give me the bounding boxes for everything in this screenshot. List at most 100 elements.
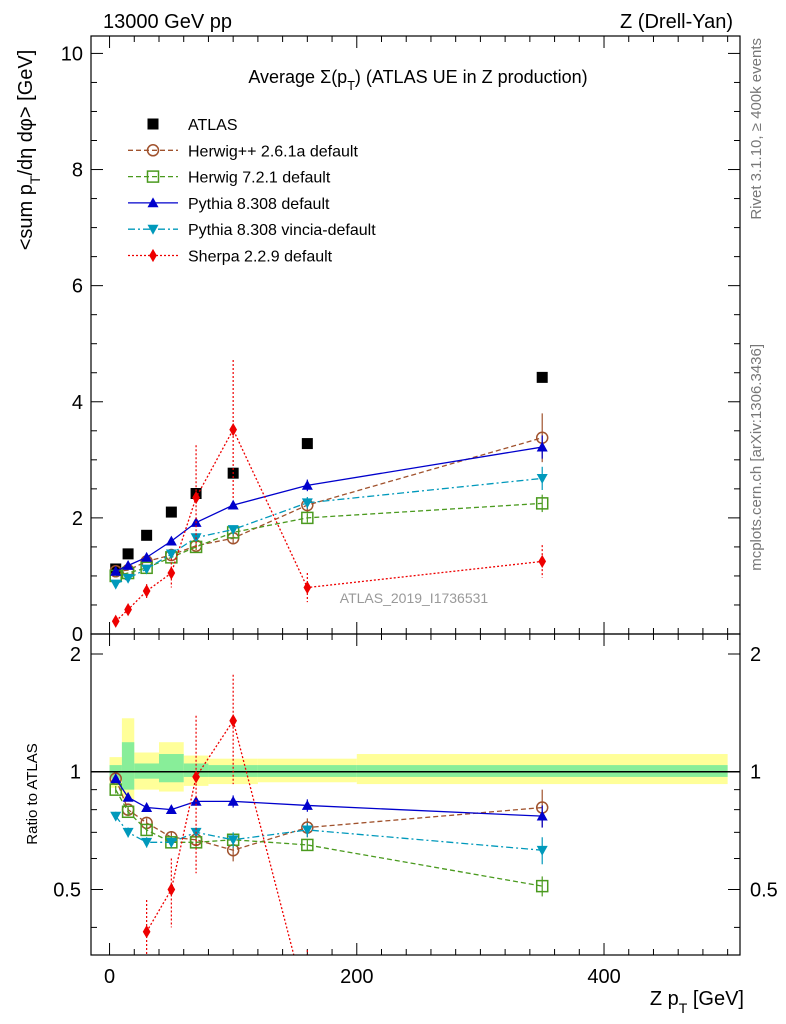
ratio-point [301,825,313,836]
ratio-y-tick-label: 1 [70,762,81,784]
ratio-line [115,815,543,851]
ratio-point [141,837,153,848]
ratio-line [115,789,543,887]
ratio-point [109,783,122,796]
data-point [229,423,238,437]
y-tick-label: 10 [61,43,83,65]
data-point [122,573,134,584]
ratio-point [121,805,135,819]
series-line [115,446,543,572]
header-right: Z (Drell-Yan) [620,11,733,33]
data-point [142,584,151,598]
ratio-point [141,802,153,812]
x-tick-label: 0 [104,966,115,988]
legend-marker [147,197,159,208]
ratio-point [536,845,548,856]
legend-label: Pythia 8.308 default [188,196,330,213]
data-point [301,479,313,490]
legend-marker [149,248,157,263]
ratio-point [165,837,177,848]
legend-entry: Herwig 7.2.1 default [128,170,331,187]
data-point [165,535,177,546]
legend-marker [147,118,159,130]
ratio-band-inner [183,763,209,777]
ratio-point [301,799,313,810]
x-tick-label: 200 [340,966,373,988]
ratio-point [110,811,122,822]
data-point [227,499,239,510]
ratio-band-inner [158,754,184,783]
data-point [110,565,122,576]
data-point [111,614,120,628]
ratio-y-tick-label: 0.5 [53,879,81,901]
data-point [301,438,313,450]
ratio-point [110,773,122,784]
legend-marker [147,224,159,235]
ratio-y-axis-label: Ratio to ATLAS [24,743,41,844]
data-point [141,529,153,541]
series-line [115,502,543,577]
x-tick-label: 400 [587,966,620,988]
data-point [535,497,549,510]
main-series [109,359,549,628]
ratio-series-pythia-8-308-default [110,773,548,828]
legend-marker [146,144,160,157]
data-point [167,566,176,580]
legend-entry: ATLAS [147,117,238,134]
data-point [192,490,200,505]
data-point [122,548,134,560]
legend-entry: Herwig++ 2.6.1a default [128,143,358,160]
ratio-line [115,778,543,851]
data-point [165,549,177,560]
ratio-point [122,791,134,802]
data-point [124,603,132,617]
data-point [538,554,547,569]
data-point [301,511,314,525]
legend-label: ATLAS [188,117,238,134]
data-point [122,559,134,570]
legend-label: Sherpa 2.2.9 default [188,249,333,266]
ratio-point [303,1001,311,1014]
header-left: 13000 GeV pp [103,11,232,33]
ratio-series-pythia-8-308-vincia-default [110,811,548,865]
data-point [141,564,153,575]
ratio-point [301,838,314,852]
plot-title: Average Σ(pT) (ATLAS UE in Z production) [248,67,587,93]
y-tick-label: 4 [72,392,83,414]
ratio-point [140,823,153,837]
legend-label: Herwig 7.2.1 default [188,170,331,187]
series-pythia-8-308-vincia-default [110,466,548,590]
y-tick-label: 8 [72,160,83,182]
data-point [536,441,548,452]
legend-label: Pythia 8.308 vincia-default [188,222,376,239]
ratio-band-inner [121,742,135,790]
legend-marker [146,170,160,183]
ratio-point [227,835,239,846]
data-point [303,580,312,595]
legend-entry: Pythia 8.308 vincia-default [128,222,376,239]
data-point [110,579,122,590]
ratio-point [165,804,177,815]
x-axis-label: Z pT [GeV] [650,988,744,1016]
data-point [536,371,548,383]
ratio-panel: 0.5 0.5 1 1 2 2 [53,644,778,1014]
data-point [536,474,548,484]
series-line [115,428,543,622]
ratio-point [229,714,238,728]
y-tick-label: 0 [72,624,83,646]
ratio-bands [91,718,740,800]
data-point [227,525,239,535]
legend-label: Herwig++ 2.6.1a default [188,143,358,160]
y-axis-label: <sum pT/dη dφ> [GeV] [15,50,43,251]
ratio-y-tick-label-right: 1 [750,762,761,784]
analysis-label: ATLAS_2019_I1736531 [340,590,489,606]
series-pythia-8-308-default [110,435,548,576]
legend: ATLAS Herwig++ 2.6.1a default Herwig 7.2.1… [128,117,376,266]
data-point [165,506,177,518]
ratio-plot-frame [90,633,741,956]
ratio-point [122,827,134,838]
ratio-point [167,882,176,897]
ratio-point [192,770,200,784]
